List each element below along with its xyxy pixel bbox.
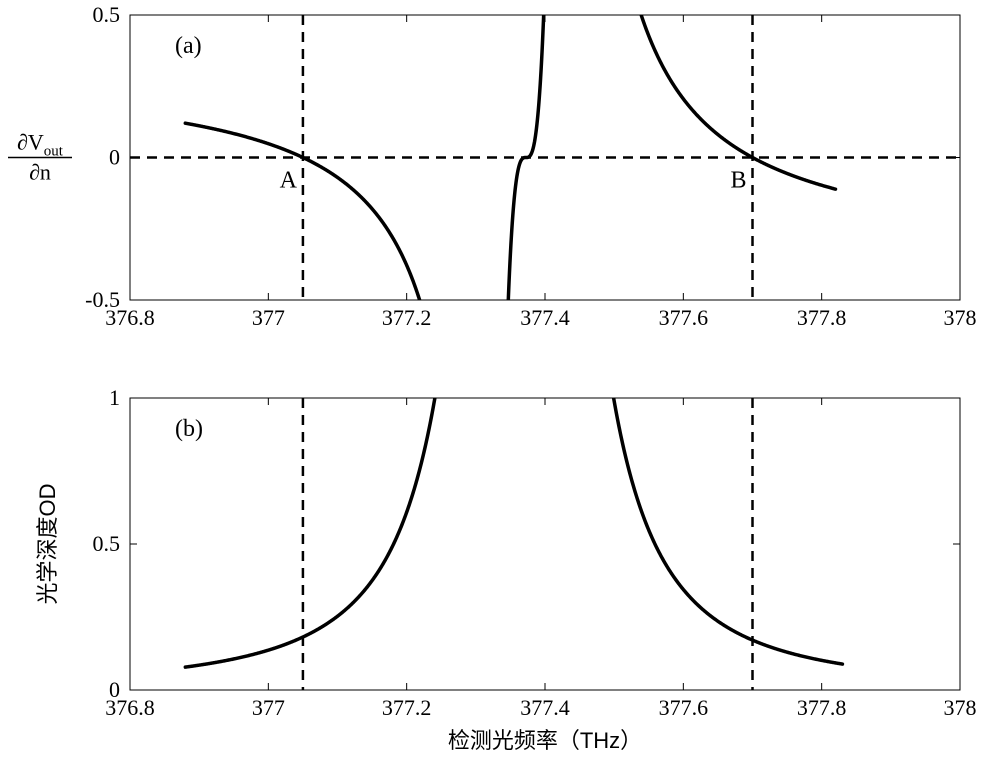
- panel-b-xtick: 377.2: [382, 695, 432, 720]
- panel-b-xtick: 377.6: [659, 695, 709, 720]
- panel-a-xtick: 378: [944, 305, 977, 330]
- panel-b-ytick: 0: [109, 677, 120, 702]
- panel-b-ylabel: 光学深度OD: [35, 483, 60, 604]
- panel-a-label: (a): [175, 33, 202, 59]
- panel-a-curve: [185, 123, 492, 767]
- panel-b-xtick: 378: [944, 695, 977, 720]
- figure-container: 376.8377377.2377.4377.6377.8378-0.500.5∂…: [0, 0, 1000, 767]
- panel-a-label-B: B: [730, 168, 746, 194]
- panel-a-label-A: A: [280, 168, 298, 194]
- panel-a-ylabel-denominator: ∂n: [29, 160, 51, 185]
- panel-a-xtick: 377.8: [797, 305, 847, 330]
- panel-b-xtick: 377.4: [520, 695, 570, 720]
- panel-b-ytick: 1: [109, 385, 120, 410]
- panel-a-xtick: 377.6: [659, 305, 709, 330]
- panel-a-curve: [493, 0, 558, 767]
- panel-b-curve: [185, 0, 842, 667]
- panel-b-ytick: 0.5: [93, 531, 121, 556]
- panel-a-ytick: 0: [109, 145, 120, 170]
- panel-a-ylabel-numerator: ∂Vout: [17, 130, 64, 160]
- panel-a-ytick: 0.5: [93, 2, 121, 27]
- panel-b-label: (b): [175, 416, 203, 442]
- figure-svg: 376.8377377.2377.4377.6377.8378-0.500.5∂…: [0, 0, 1000, 767]
- panel-b-xtick: 377.8: [797, 695, 847, 720]
- panel-a-xtick: 377: [252, 305, 285, 330]
- panel-b-axes: [130, 398, 960, 690]
- panel-a-ytick: -0.5: [85, 287, 120, 312]
- panel-b-xtick: 377: [252, 695, 285, 720]
- panel-a-xtick: 377.2: [382, 305, 432, 330]
- panel-a-xtick: 377.4: [520, 305, 570, 330]
- panel-b-xlabel: 检测光频率（THz）: [448, 728, 642, 753]
- panel-a-curve: [559, 0, 835, 189]
